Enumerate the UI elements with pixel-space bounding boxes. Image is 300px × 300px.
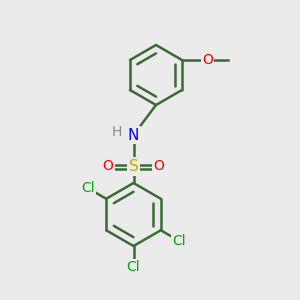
Text: O: O xyxy=(154,160,164,173)
Text: O: O xyxy=(103,160,113,173)
Text: O: O xyxy=(202,53,213,67)
Text: H: H xyxy=(112,125,122,139)
Text: S: S xyxy=(129,159,138,174)
Text: N: N xyxy=(128,128,139,142)
Text: Cl: Cl xyxy=(172,234,186,248)
Text: Cl: Cl xyxy=(81,181,95,195)
Text: Cl: Cl xyxy=(127,260,140,274)
